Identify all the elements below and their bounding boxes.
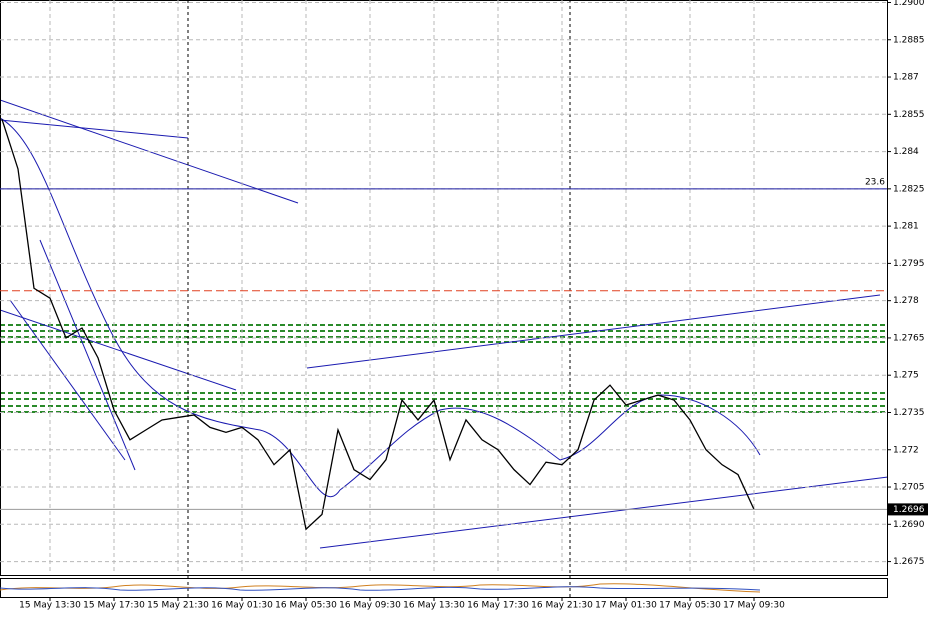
y-tick-label: 1.2795: [893, 259, 925, 269]
last-price-box: [888, 503, 928, 516]
zone-bands: [0, 324, 887, 413]
x-tick-label: 16 May 17:30: [467, 601, 529, 611]
plot-frame: [0, 0, 888, 576]
indicator-line: [0, 583, 761, 593]
x-tick-label: 16 May 05:30: [275, 601, 337, 611]
indicator-line: [0, 586, 761, 591]
x-tick-label: 16 May 01:30: [211, 601, 273, 611]
price-line: [1, 119, 755, 531]
x-tick-label: 17 May 05:30: [659, 601, 721, 611]
x-tick-label: 15 May 21:30: [147, 601, 209, 611]
y-tick-label: 1.2855: [893, 110, 925, 120]
y-tick-label: 1.284: [893, 147, 919, 157]
y-tick-label: 1.2675: [893, 557, 925, 567]
x-tick-label: 16 May 21:30: [531, 601, 593, 611]
last-price-label: 1.2696: [893, 505, 925, 515]
x-tick-label: 16 May 09:30: [339, 601, 401, 611]
y-tick-label: 1.2765: [893, 333, 925, 343]
y-tick-label: 1.278: [893, 296, 919, 306]
x-tick-label: 17 May 09:30: [723, 601, 785, 611]
x-tick-label: 15 May 17:30: [83, 601, 145, 611]
y-tick-label: 1.2735: [893, 408, 925, 418]
y-tick-label: 1.2900: [893, 0, 925, 8]
y-tick-label: 1.281: [893, 222, 919, 232]
y-tick-label: 1.272: [893, 445, 919, 455]
y-tick-label: 1.2885: [893, 35, 925, 45]
x-tick-label: 16 May 13:30: [403, 601, 465, 611]
x-tick-label: 15 May 13:30: [19, 601, 81, 611]
y-tick-label: 1.2690: [893, 520, 925, 530]
y-tick-label: 1.2825: [893, 184, 925, 194]
x-tick-label: 17 May 01:30: [595, 601, 657, 611]
y-tick-label: 1.287: [893, 73, 919, 83]
fib-level-label: 23.6: [865, 177, 885, 187]
y-tick-label: 1.275: [893, 371, 919, 381]
y-tick-label: 1.2705: [893, 483, 925, 493]
